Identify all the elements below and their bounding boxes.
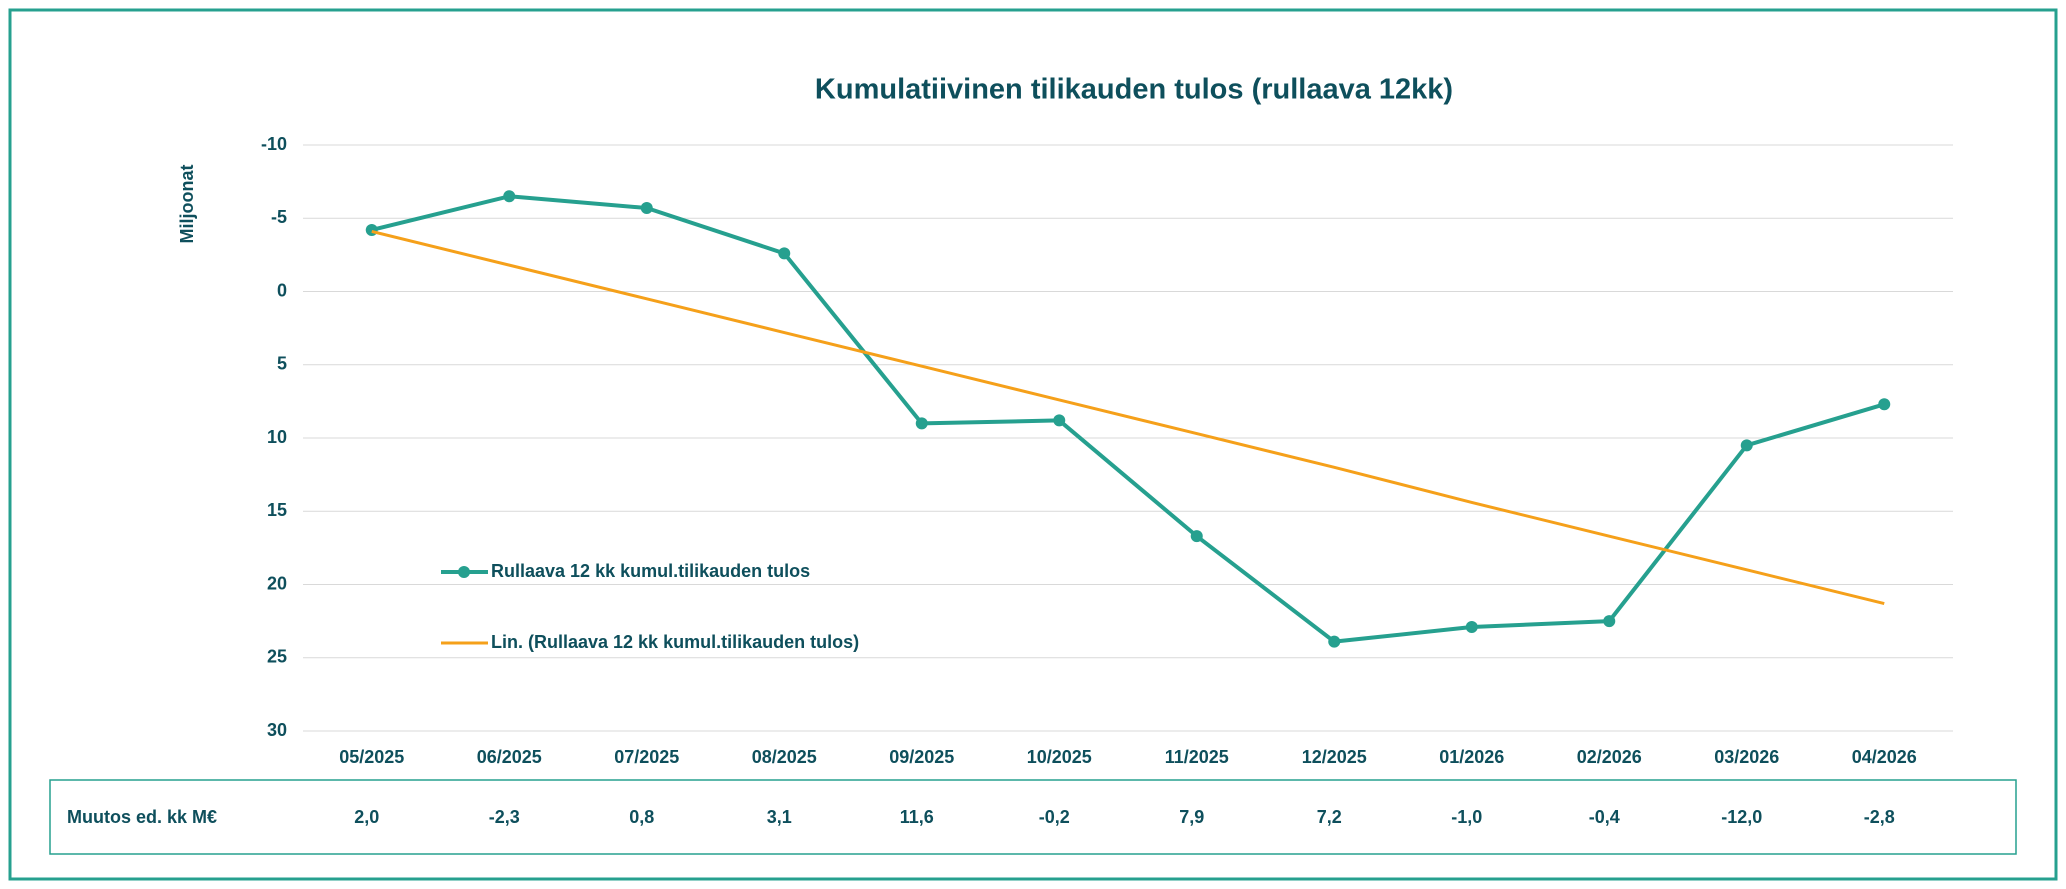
chart-border	[8, 8, 2058, 881]
data-point	[1740, 439, 1753, 452]
table-value: 7,2	[1317, 807, 1342, 827]
table-value: -2,8	[1864, 807, 1895, 827]
y-tick-label: 0	[277, 280, 287, 300]
x-tick-label: 09/2025	[889, 747, 954, 767]
data-point	[1328, 635, 1341, 648]
data-point	[1878, 398, 1891, 411]
y-tick-label: 20	[267, 573, 287, 593]
series-line	[371, 229, 1885, 606]
x-tick-label: 12/2025	[1302, 747, 1367, 767]
legend-marker	[458, 566, 470, 578]
table-value: -2,3	[489, 807, 520, 827]
table-value: -1,0	[1451, 807, 1482, 827]
table-value: 2,0	[354, 807, 379, 827]
legend-label: Lin. (Rullaava 12 kk kumul.tilikauden tu…	[491, 632, 859, 652]
table-value: -0,4	[1589, 807, 1620, 827]
y-tick-label: 25	[267, 647, 287, 667]
table-value: -12,0	[1721, 807, 1762, 827]
table-value: -0,2	[1039, 807, 1070, 827]
table-border	[49, 779, 2017, 855]
table-value: 11,6	[900, 807, 934, 827]
data-point	[1465, 620, 1478, 633]
legend-label: Rullaava 12 kk kumul.tilikauden tulos	[491, 561, 810, 581]
chart-title: Kumulatiivinen tilikauden tulos (rullaav…	[815, 74, 1453, 106]
x-tick-label: 08/2025	[752, 747, 817, 767]
data-point	[640, 201, 653, 214]
table-label: Muutos ed. kk M€	[67, 807, 217, 827]
x-tick-label: 06/2025	[477, 747, 542, 767]
x-tick-label: 04/2026	[1852, 747, 1917, 767]
data-point	[1603, 615, 1616, 628]
x-tick-label: 10/2025	[1027, 747, 1092, 767]
x-tick-label: 03/2026	[1714, 747, 1779, 767]
x-tick-label: 01/2026	[1439, 747, 1504, 767]
x-tick-label: 02/2026	[1577, 747, 1642, 767]
table-value: 3,1	[767, 807, 792, 827]
y-tick-label: 10	[267, 427, 287, 447]
table-value: 7,9	[1179, 807, 1204, 827]
x-tick-label: 07/2025	[614, 747, 679, 767]
data-point	[365, 223, 378, 236]
y-tick-label: -10	[261, 134, 287, 154]
data-point	[1053, 414, 1066, 427]
data-point	[915, 417, 928, 430]
y-tick-label: -5	[271, 207, 287, 227]
data-point	[778, 247, 791, 260]
data-point	[503, 190, 516, 203]
series-line	[371, 194, 1885, 644]
data-point	[1190, 530, 1203, 543]
y-tick-label: 30	[267, 720, 287, 740]
x-tick-label: 11/2025	[1165, 747, 1229, 767]
y-tick-label: 5	[277, 354, 287, 374]
table-value: 0,8	[629, 807, 654, 827]
y-axis-label: Miljoonat	[177, 165, 197, 244]
x-tick-label: 05/2025	[339, 747, 404, 767]
y-tick-label: 15	[267, 500, 287, 520]
